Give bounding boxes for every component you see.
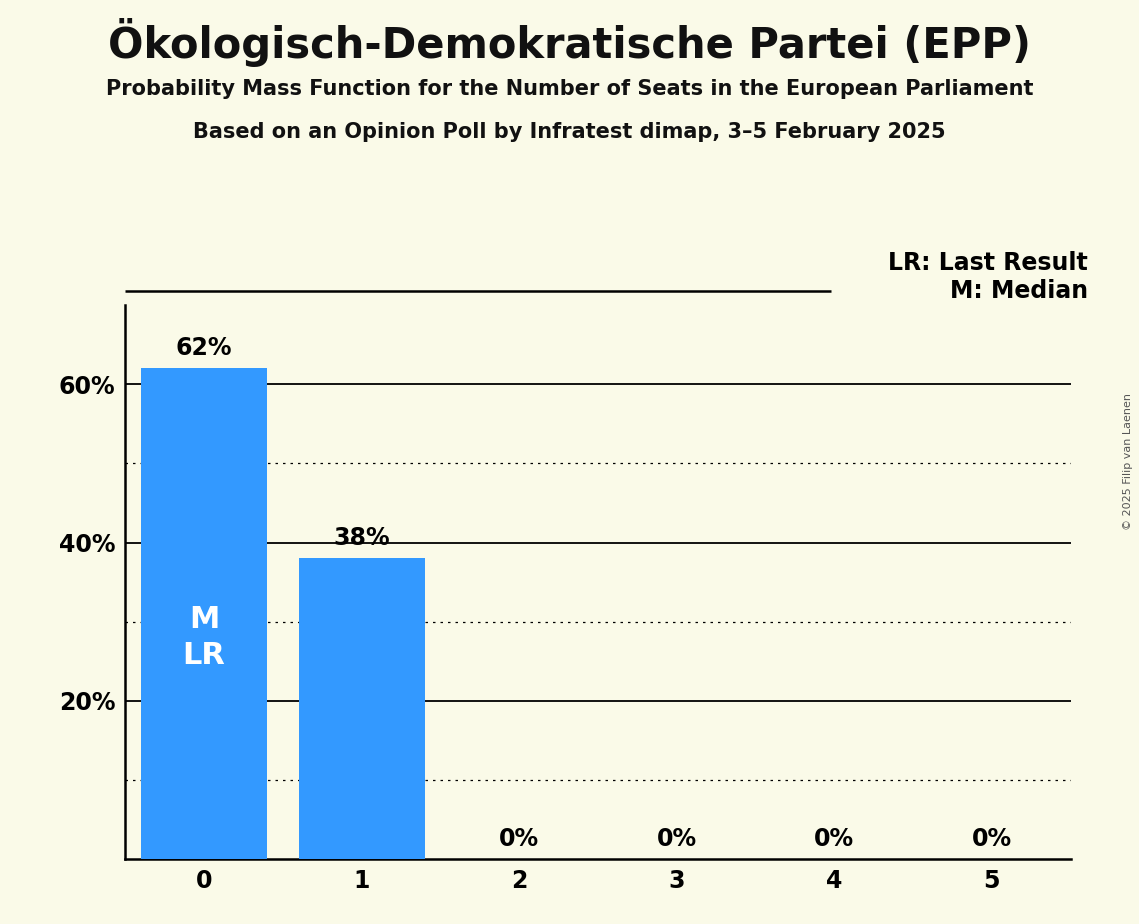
- Text: Ökologisch-Demokratische Partei (EPP): Ökologisch-Demokratische Partei (EPP): [108, 18, 1031, 67]
- Text: M: Median: M: Median: [950, 279, 1088, 303]
- Text: 62%: 62%: [175, 336, 232, 360]
- Bar: [298, 558, 425, 859]
- Text: 0%: 0%: [657, 827, 697, 851]
- Text: 0%: 0%: [972, 827, 1011, 851]
- Text: M
LR: M LR: [182, 605, 226, 670]
- Text: Based on an Opinion Poll by Infratest dimap, 3–5 February 2025: Based on an Opinion Poll by Infratest di…: [194, 122, 945, 142]
- Text: 0%: 0%: [499, 827, 539, 851]
- Text: 0%: 0%: [814, 827, 854, 851]
- Text: 38%: 38%: [334, 527, 390, 551]
- Text: © 2025 Filip van Laenen: © 2025 Filip van Laenen: [1123, 394, 1132, 530]
- Text: LR: Last Result: LR: Last Result: [888, 251, 1088, 275]
- Bar: [141, 369, 267, 859]
- Text: Probability Mass Function for the Number of Seats in the European Parliament: Probability Mass Function for the Number…: [106, 79, 1033, 99]
